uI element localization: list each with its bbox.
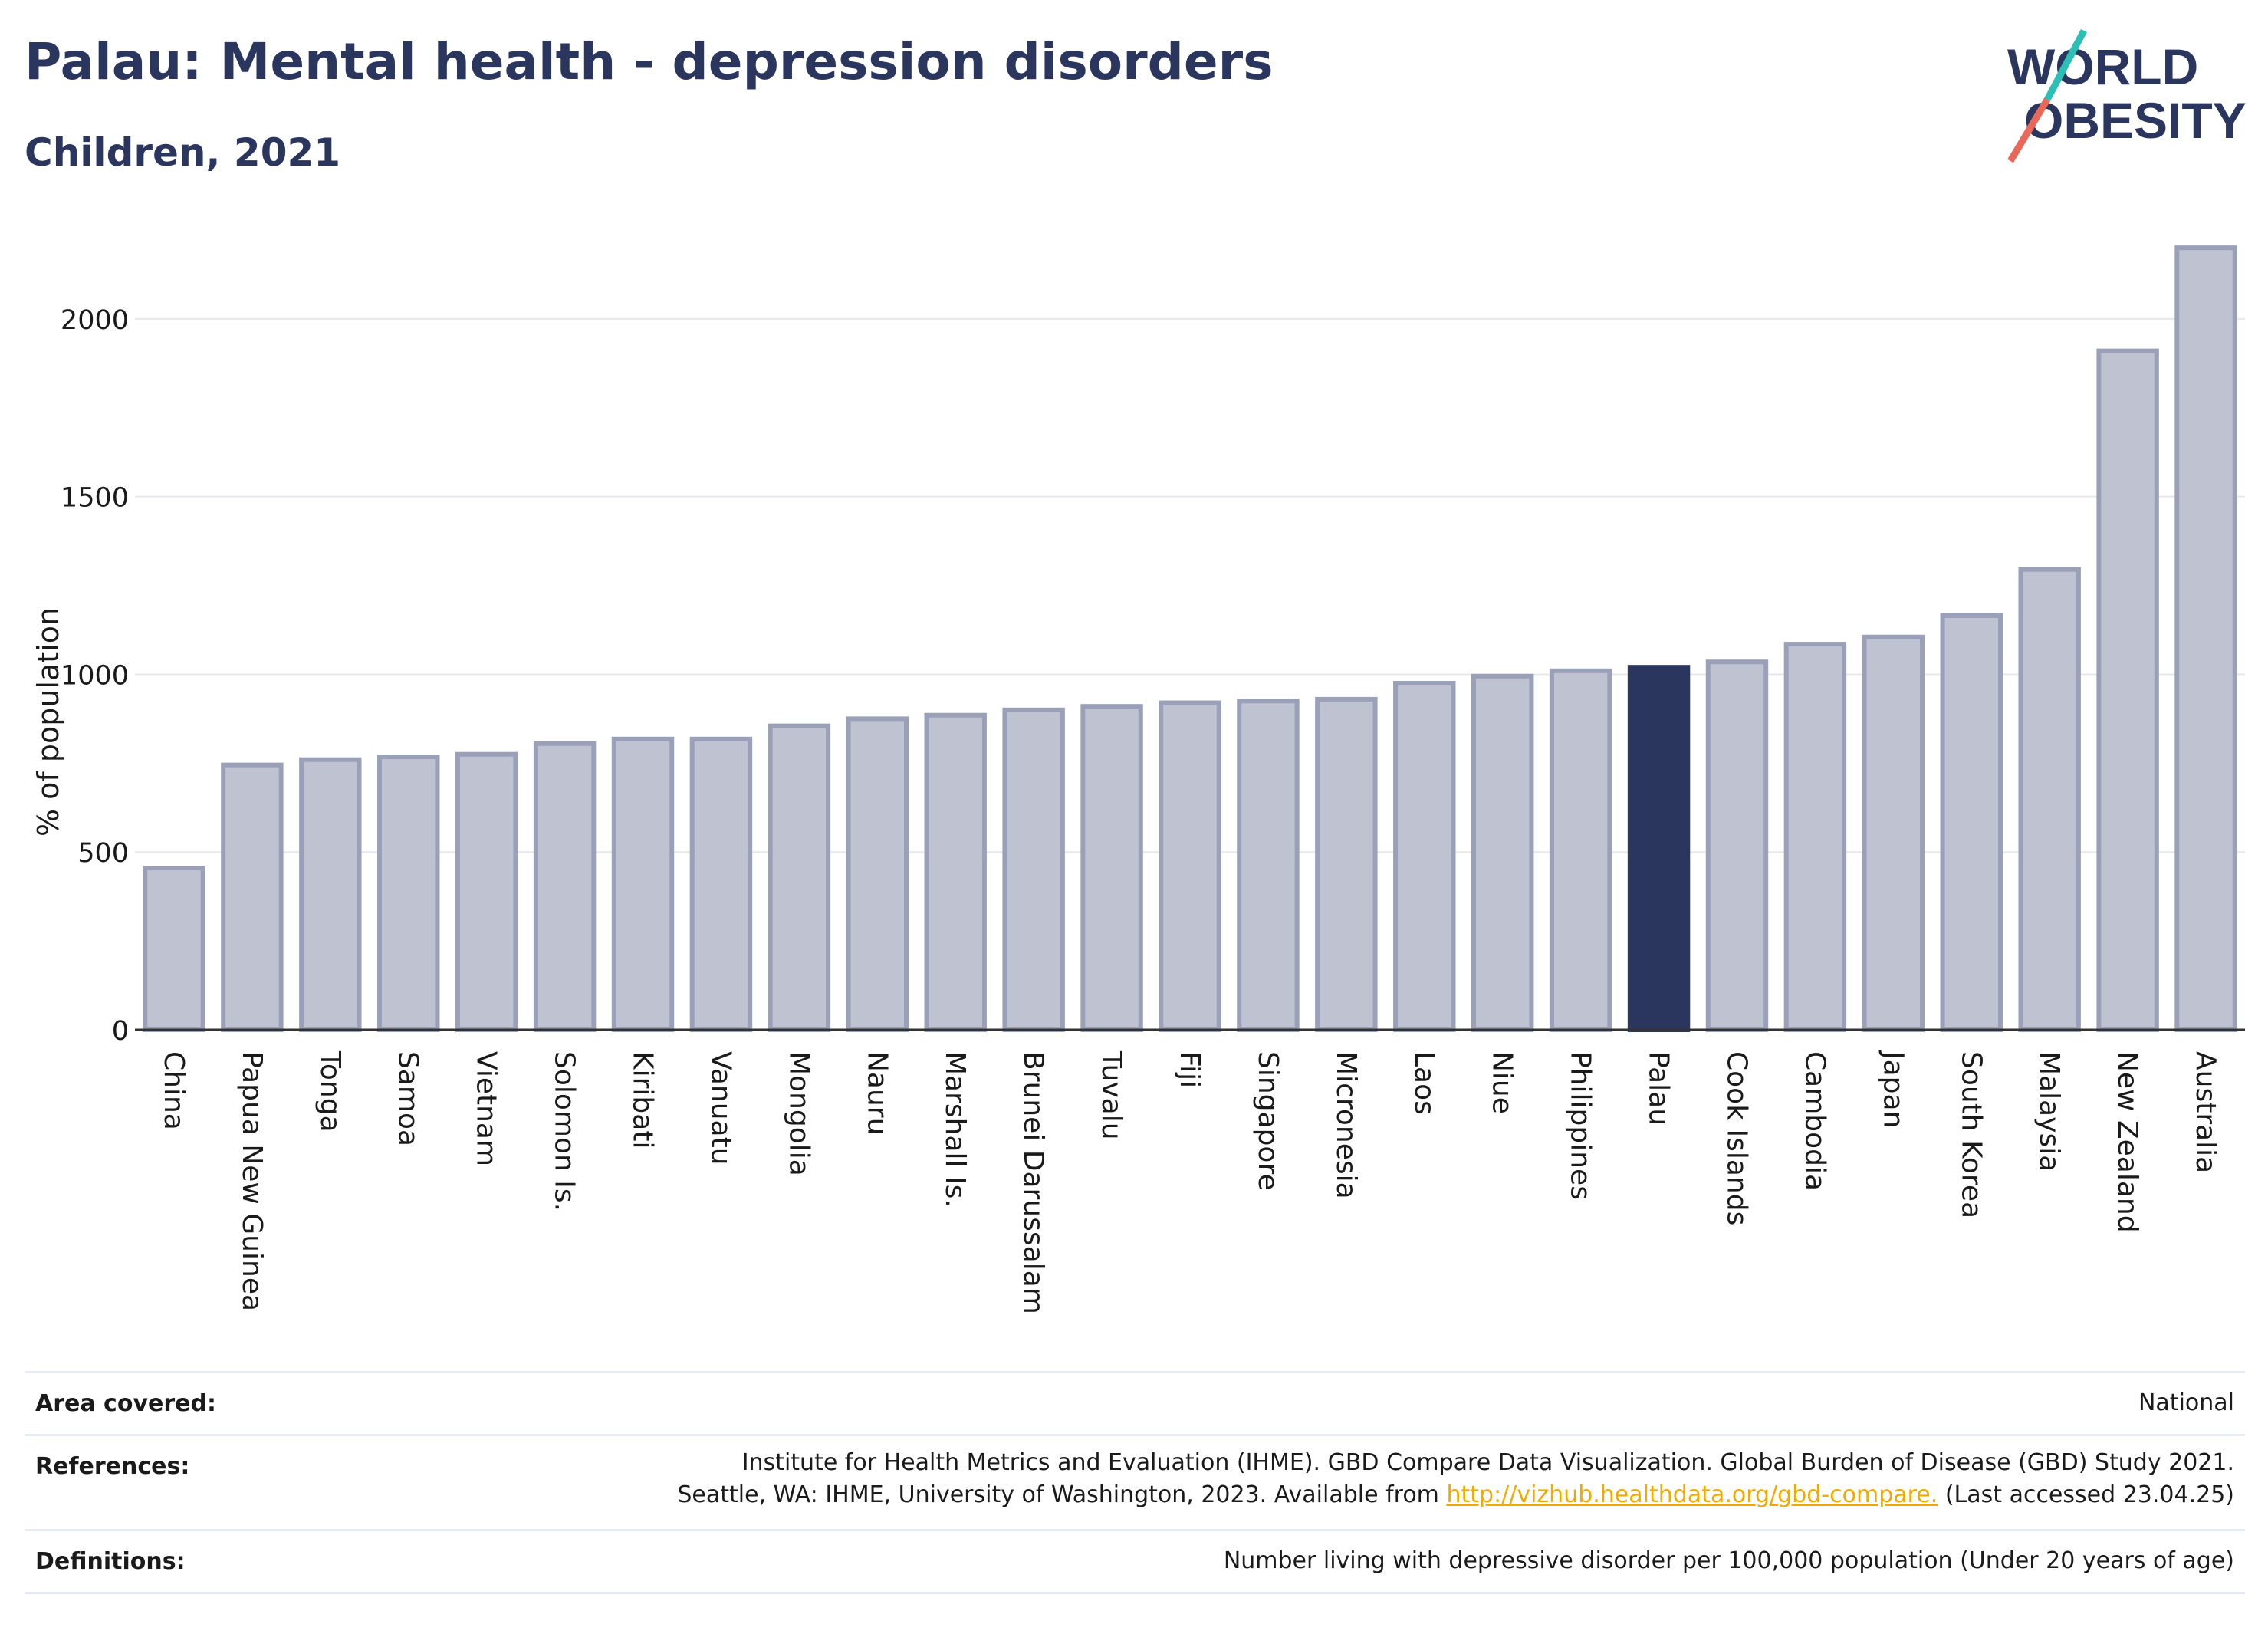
x-tick-label: Nauru (861, 1051, 892, 1135)
y-tick-label: 500 (77, 838, 129, 869)
x-tick-label: Laos (1408, 1051, 1440, 1115)
bar (221, 762, 284, 1032)
x-tick-label: Australia (2190, 1051, 2221, 1173)
bar (533, 741, 597, 1032)
definitions-label: Definitions: (35, 1548, 186, 1575)
x-tick-label: Cook Islands (1721, 1051, 1752, 1225)
x-tick-label: Niue (1487, 1051, 1518, 1114)
bar (1549, 668, 1612, 1032)
bar (377, 754, 440, 1032)
bar (1705, 659, 1769, 1032)
svg-text:WORLD: WORLD (2007, 38, 2198, 95)
y-axis-label: % of population (31, 607, 65, 837)
bar (1862, 634, 1925, 1032)
x-tick-label: Vietnam (471, 1051, 502, 1166)
svg-text:OBESITY: OBESITY (2024, 92, 2247, 149)
references-line-1: Institute for Health Metrics and Evaluat… (741, 1449, 2234, 1476)
bar-chart: 0 500 1000 1500 2000 % of population China Papu… (31, 245, 2245, 1314)
x-tick-label: Kiribati (627, 1051, 659, 1149)
x-tick-label: Vanuatu (705, 1051, 736, 1165)
footer-bottom-line (25, 1592, 2245, 1594)
bar (689, 736, 753, 1033)
definitions-row: Definitions: Number living with depressi… (25, 1529, 2245, 1594)
area-covered-row: Area covered: National (25, 1371, 2245, 1436)
bar (1940, 613, 2003, 1032)
references-line-2-text: Seattle, WA: IHME, University of Washing… (677, 1481, 1447, 1508)
bar (1627, 665, 1691, 1032)
x-tick-label: Micronesia (1330, 1051, 1362, 1199)
bar (611, 736, 675, 1033)
bar (1002, 707, 1065, 1032)
x-tick-label: Solomon Is. (549, 1051, 580, 1212)
y-tick-label: 2000 (61, 305, 129, 336)
x-tick-label: Fiji (1174, 1051, 1205, 1088)
x-tick-label: Mongolia (783, 1051, 814, 1176)
bar (1159, 700, 1221, 1032)
references-line-2: Seattle, WA: IHME, University of Washing… (677, 1479, 2234, 1511)
references-label: References: (35, 1453, 190, 1480)
area-covered-value: National (2138, 1389, 2234, 1416)
x-tick-label: Cambodia (1799, 1051, 1830, 1191)
bar (1393, 681, 1456, 1032)
bar (846, 716, 909, 1033)
bar (1471, 673, 1534, 1032)
y-tick-label: 0 (112, 1016, 129, 1047)
references-row: References: Institute for Health Metrics… (25, 1434, 2245, 1531)
bar (2096, 348, 2159, 1032)
x-tick-label: Brunei Darussalam (1017, 1051, 1049, 1314)
page-title: Palau: Mental health - depression disord… (25, 32, 1274, 91)
world-obesity-logo: WORLD OBESITY (2007, 28, 2247, 163)
x-tick-label: South Korea (1955, 1051, 1987, 1218)
bar (768, 723, 831, 1032)
x-tick-label: Papua New Guinea (236, 1051, 268, 1311)
bar (299, 757, 362, 1032)
references-accessed-text: (Last accessed 23.04.25) (1938, 1481, 2234, 1508)
x-tick-label: New Zealand (2112, 1051, 2143, 1233)
bar (1237, 699, 1300, 1032)
page-subtitle: Children, 2021 (25, 130, 341, 175)
x-tick-label: Japan (1877, 1050, 1908, 1128)
bar (1080, 704, 1143, 1032)
x-tick-label: China (158, 1051, 189, 1130)
bar (924, 712, 987, 1033)
y-tick-label: 1000 (61, 660, 129, 691)
area-covered-label: Area covered: (35, 1390, 216, 1417)
bar (2174, 245, 2237, 1032)
x-tick-label: Tuvalu (1096, 1050, 1127, 1140)
definitions-value: Number living with depressive disorder p… (1223, 1547, 2234, 1574)
x-tick-label: Marshall Is. (939, 1051, 971, 1208)
references-value: Institute for Health Metrics and Evaluat… (677, 1447, 2234, 1511)
x-tick-label: Malaysia (2033, 1051, 2065, 1172)
x-tick-label: Singapore (1252, 1051, 1284, 1191)
bar (1315, 696, 1378, 1032)
x-tick-label: Samoa (393, 1051, 424, 1146)
bar (2018, 567, 2081, 1032)
bar (1783, 642, 1847, 1032)
bar (455, 751, 518, 1032)
x-tick-label: Philippines (1565, 1051, 1596, 1200)
x-tick-label: Palau (1643, 1051, 1675, 1126)
y-tick-label: 1500 (61, 483, 129, 514)
x-tick-label: Tonga (314, 1050, 346, 1133)
bar (143, 866, 205, 1033)
gbd-compare-link[interactable]: http://vizhub.healthdata.org/gbd-compare… (1446, 1481, 1938, 1508)
